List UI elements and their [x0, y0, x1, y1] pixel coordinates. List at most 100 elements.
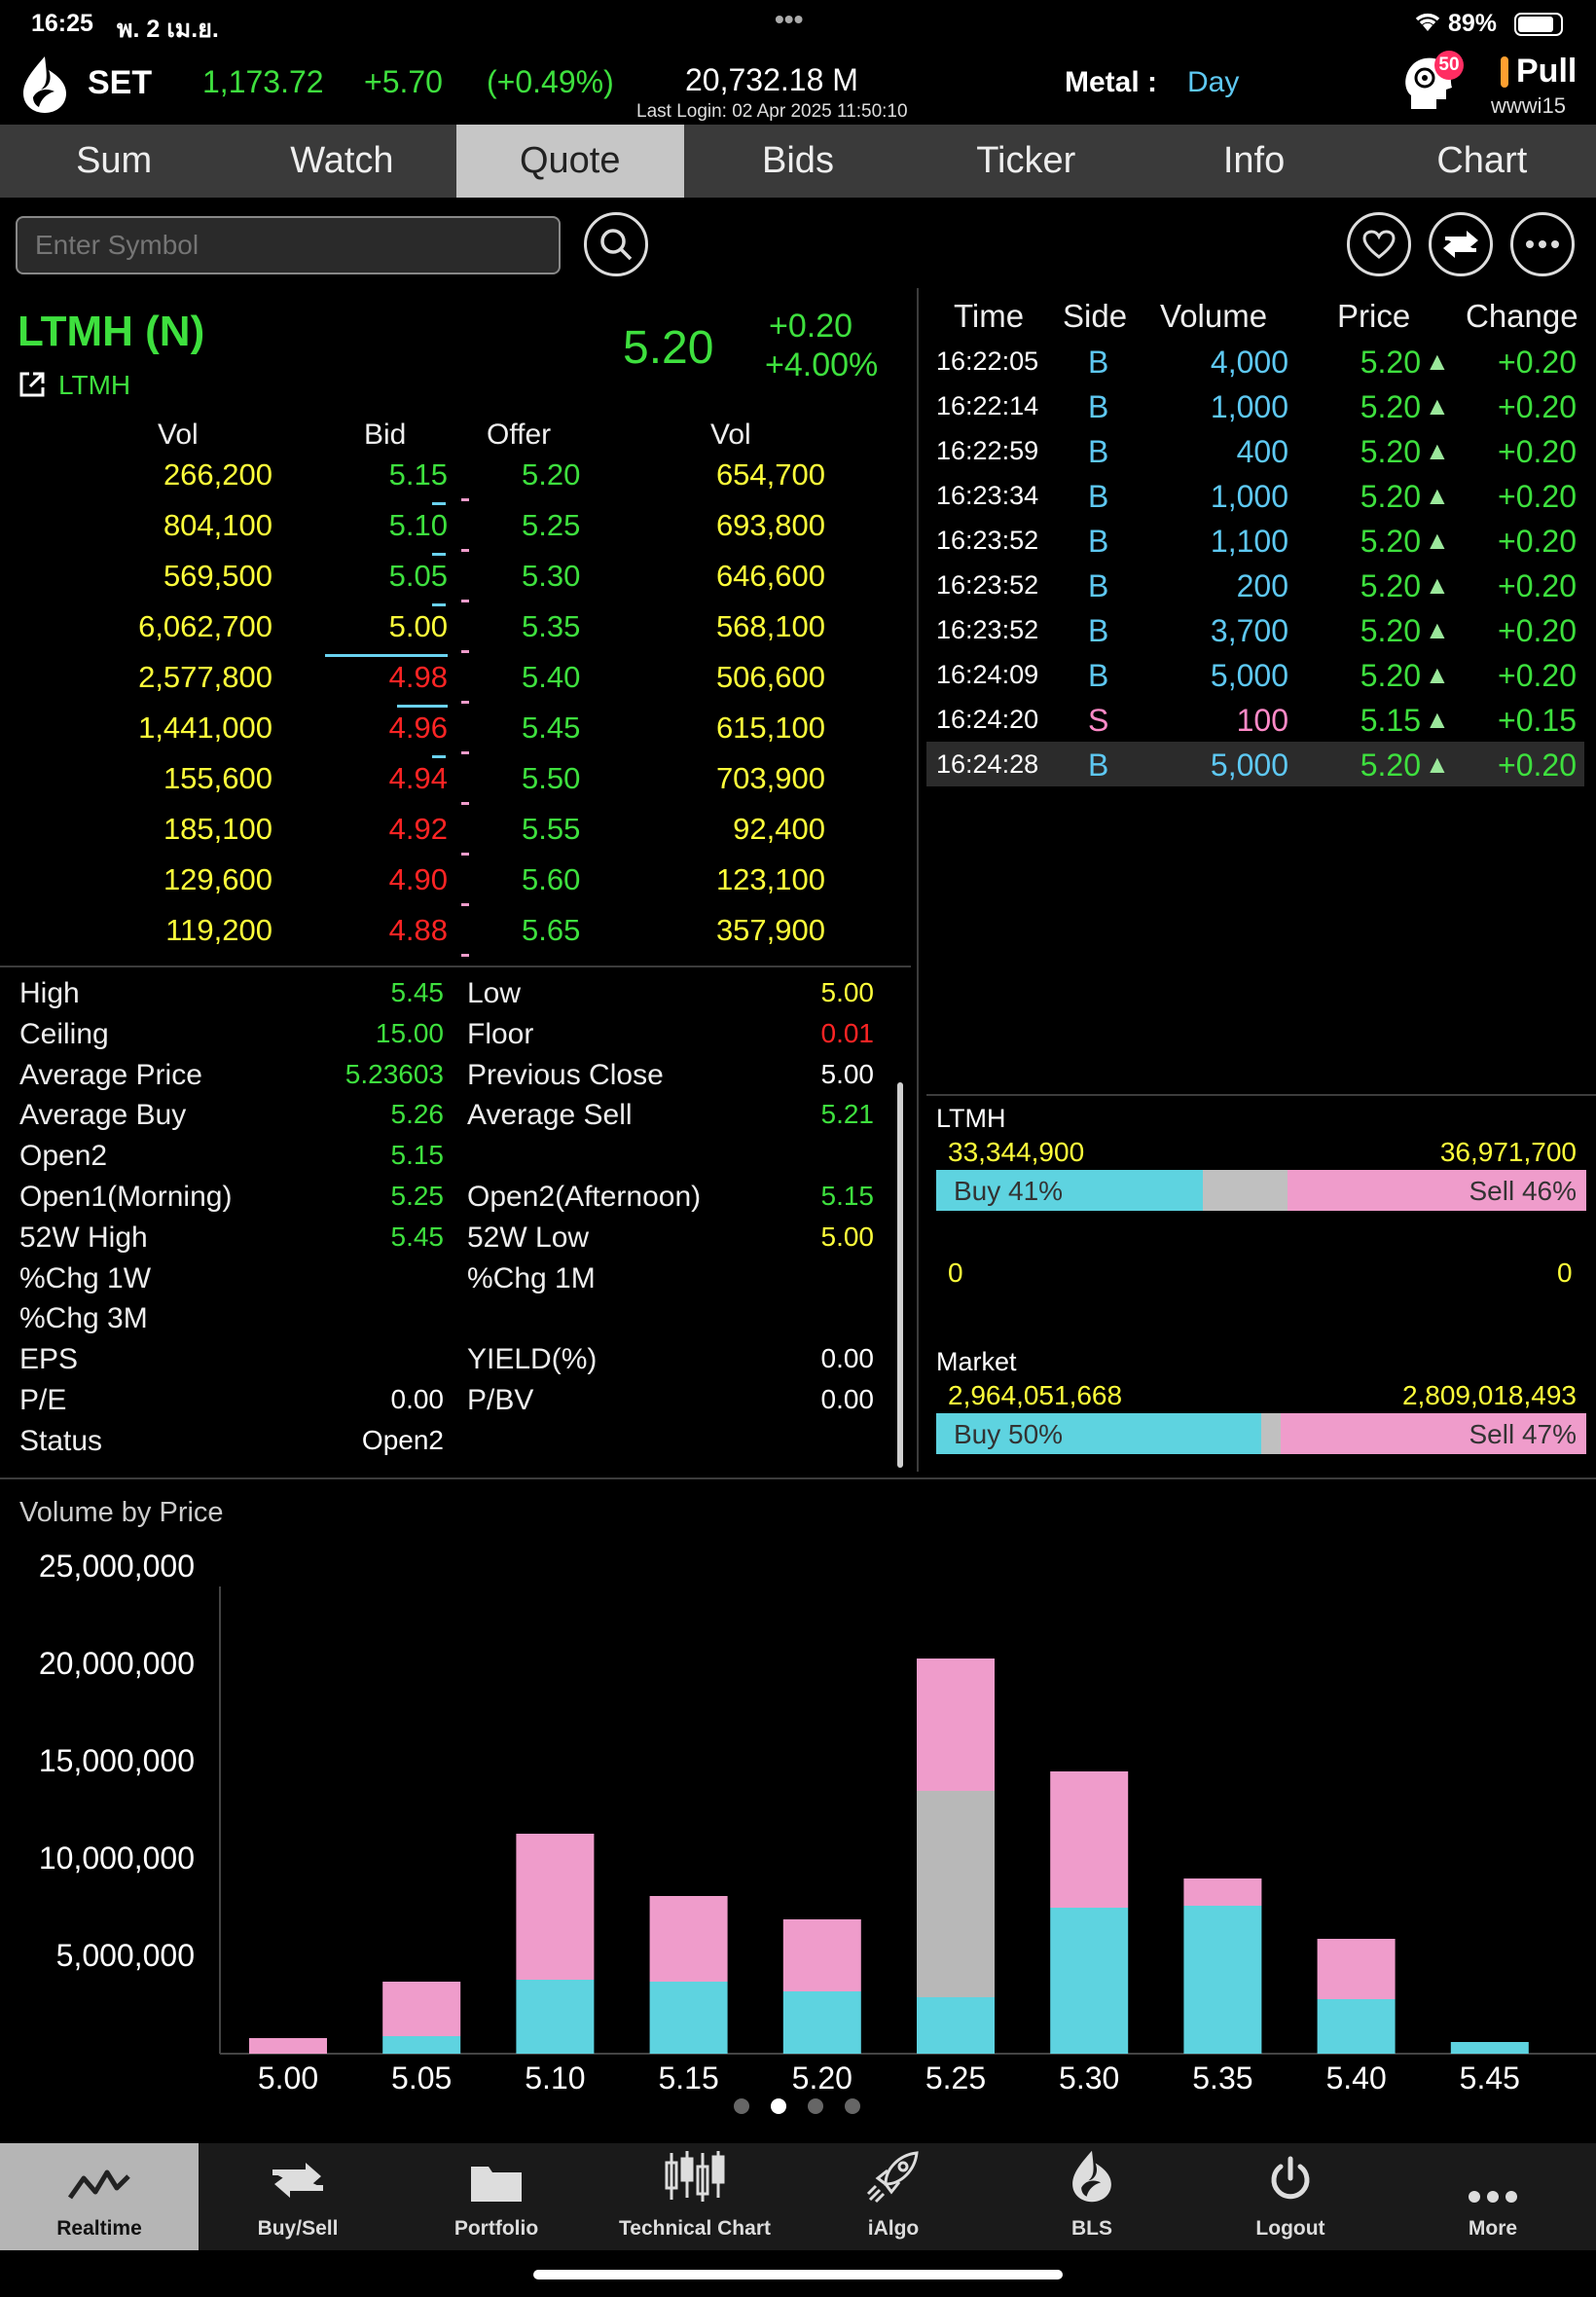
- ticker-price: 5.20: [1360, 747, 1421, 783]
- ticker-up-arrow-icon: ▲: [1425, 526, 1450, 555]
- nav-buy-sell[interactable]: Buy/Sell: [199, 2143, 397, 2250]
- offer-price[interactable]: 5.30: [522, 559, 581, 593]
- stat-label: %Chg 3M: [19, 1302, 148, 1335]
- nav-bls[interactable]: BLS: [993, 2143, 1191, 2250]
- bar-sell-segment[interactable]: [1050, 1771, 1129, 1908]
- tab-ticker[interactable]: Ticker: [976, 140, 1076, 181]
- bid-volume: 2,577,800: [138, 660, 272, 694]
- ticker-change: +0.20: [1498, 345, 1577, 380]
- stat-value: 5.00: [820, 1058, 875, 1089]
- quote-link-symbol[interactable]: LTMH: [58, 370, 131, 400]
- bid-depth-marker: [432, 603, 446, 606]
- tab-quote[interactable]: Quote: [455, 125, 684, 198]
- bar-buy-segment[interactable]: [1183, 1906, 1262, 2054]
- bid-price[interactable]: 4.98: [388, 660, 448, 694]
- bar-open-segment[interactable]: [917, 1791, 995, 1997]
- favorite-button[interactable]: [1347, 212, 1411, 276]
- ticker-time: 16:22:59: [936, 436, 1039, 465]
- tab-chart[interactable]: Chart: [1436, 140, 1528, 181]
- bar-sell-segment[interactable]: [382, 1982, 461, 2036]
- offer-vol-header: Vol: [710, 419, 751, 451]
- bid-price[interactable]: 4.88: [388, 913, 448, 947]
- search-button[interactable]: [584, 212, 648, 276]
- bar-buy-segment[interactable]: [1050, 1908, 1129, 2054]
- stat-value: 5.00: [820, 1221, 875, 1252]
- bid-price[interactable]: 4.96: [388, 711, 448, 745]
- bar-sell-segment[interactable]: [917, 1659, 995, 1791]
- stat-label: Ceiling: [19, 1017, 109, 1050]
- stat-label: %Chg 1M: [467, 1261, 596, 1294]
- buy-sell-button[interactable]: [1429, 212, 1493, 276]
- offer-price[interactable]: 5.20: [522, 457, 581, 492]
- tab-sum[interactable]: Sum: [76, 140, 153, 181]
- battery-icon: [1514, 13, 1563, 36]
- ticker-volume: 5,000: [1210, 658, 1288, 693]
- nav-more[interactable]: More: [1390, 2143, 1596, 2250]
- bar-buy-segment[interactable]: [917, 1997, 995, 2054]
- nav-ialgo[interactable]: iAlgo: [794, 2143, 993, 2250]
- stats-scrollbar[interactable]: [897, 1082, 903, 1468]
- bar-buy-segment[interactable]: [649, 1982, 728, 2054]
- stat-label: Average Buy: [19, 1099, 187, 1132]
- offer-price[interactable]: 5.60: [522, 862, 581, 896]
- bar-sell-segment[interactable]: [1183, 1878, 1262, 1906]
- nav-technical-chart[interactable]: Technical Chart: [596, 2143, 794, 2250]
- bar-sell-segment[interactable]: [249, 2038, 327, 2054]
- offer-price[interactable]: 5.50: [522, 761, 581, 795]
- nav-logout[interactable]: Logout: [1191, 2143, 1390, 2250]
- bid-price[interactable]: 5.10: [388, 508, 448, 542]
- metal-value[interactable]: Day: [1187, 66, 1240, 98]
- bid-price[interactable]: 5.15: [388, 457, 448, 492]
- bar-buy-segment[interactable]: [516, 1980, 595, 2054]
- home-indicator[interactable]: [533, 2270, 1063, 2279]
- bar-buy-segment[interactable]: [382, 2036, 461, 2054]
- bls-flame-icon: [1072, 2150, 1111, 2203]
- bar-buy-segment[interactable]: [782, 1991, 861, 2054]
- page-dot[interactable]: [771, 2098, 786, 2114]
- bar-sell-segment[interactable]: [782, 1919, 861, 1991]
- page-dot[interactable]: [734, 2098, 749, 2114]
- ticker-row[interactable]: [926, 742, 1584, 786]
- bid-volume: 6,062,700: [138, 609, 272, 643]
- tab-watch[interactable]: Watch: [290, 140, 394, 181]
- multitask-dots[interactable]: •••: [775, 4, 804, 34]
- bid-depth-marker: [432, 553, 446, 556]
- notification-count-badge: 50: [1434, 51, 1464, 80]
- bar-buy-segment[interactable]: [1450, 2042, 1529, 2054]
- bid-volume: 155,600: [163, 761, 272, 795]
- market-sell-bar: [1281, 1413, 1586, 1454]
- nav-realtime[interactable]: Realtime: [0, 2143, 199, 2250]
- offer-price[interactable]: 5.40: [522, 660, 581, 694]
- bid-price[interactable]: 4.92: [388, 812, 448, 846]
- nav-portfolio[interactable]: Portfolio: [397, 2143, 596, 2250]
- notification-head-icon[interactable]: 50: [1401, 51, 1464, 120]
- left-zero-value: 0: [948, 1258, 963, 1288]
- bid-price[interactable]: 4.90: [388, 862, 448, 896]
- pull-label[interactable]: Pull: [1516, 53, 1578, 90]
- symbol-search-input[interactable]: [16, 216, 561, 274]
- y-tick-label: 25,000,000: [39, 1549, 195, 1584]
- offer-price[interactable]: 5.25: [522, 508, 581, 542]
- bar-buy-segment[interactable]: [1317, 1999, 1396, 2054]
- external-link-icon[interactable]: [18, 370, 47, 404]
- bar-sell-segment[interactable]: [1317, 1939, 1396, 1999]
- offer-price[interactable]: 5.45: [522, 711, 581, 745]
- offer-price[interactable]: 5.55: [522, 812, 581, 846]
- bar-sell-segment[interactable]: [649, 1896, 728, 1982]
- tab-bids[interactable]: Bids: [762, 140, 834, 181]
- offer-price[interactable]: 5.35: [522, 609, 581, 643]
- page-indicator[interactable]: [0, 2098, 1596, 2118]
- bid-price[interactable]: 5.00: [388, 609, 448, 643]
- bar-sell-segment[interactable]: [516, 1834, 595, 1980]
- more-options-button[interactable]: [1510, 212, 1575, 276]
- ticker-price: 5.20: [1360, 613, 1421, 648]
- tab-info[interactable]: Info: [1222, 140, 1286, 181]
- stock-buy-label: Buy 41%: [954, 1176, 1064, 1206]
- offer-volume: 646,600: [715, 559, 825, 593]
- page-dot[interactable]: [845, 2098, 860, 2114]
- bid-price[interactable]: 5.05: [388, 559, 448, 593]
- offer-price[interactable]: 5.65: [522, 913, 581, 947]
- bid-price[interactable]: 4.94: [388, 761, 448, 795]
- page-dot[interactable]: [808, 2098, 823, 2114]
- stock-buy-volume: 33,344,900: [948, 1137, 1085, 1167]
